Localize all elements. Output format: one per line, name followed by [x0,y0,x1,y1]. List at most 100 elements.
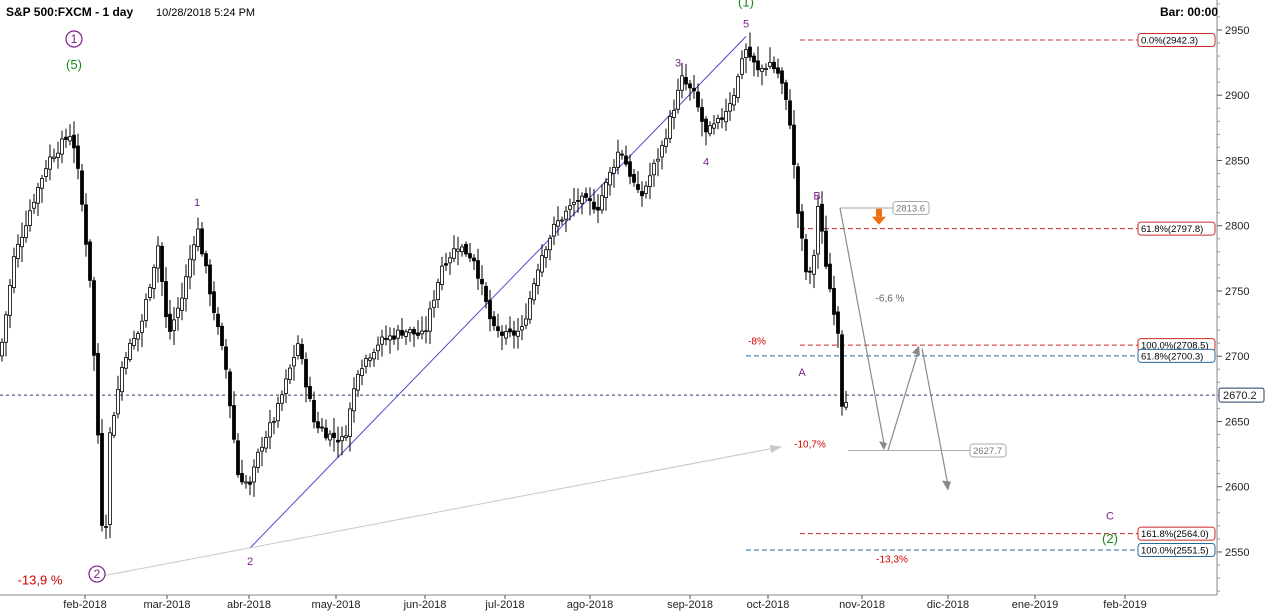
wave-label: (2) [1102,531,1118,546]
candle-body [480,278,484,285]
candle-body [244,481,248,484]
candle-body [8,284,12,316]
candle-body [476,260,480,279]
candle-body [824,230,828,267]
percent-annotation: -10,7% [794,440,826,451]
candle-body [452,248,456,259]
candle-body [528,298,532,320]
candle-body [736,76,740,98]
candle-body [156,245,160,269]
candle-body [4,314,8,343]
last-price-box [1218,387,1265,403]
candle-body [516,330,520,337]
candle-body [384,337,388,340]
candle-body [340,436,344,442]
x-tick-label: nov-2018 [839,599,885,611]
candle-body [572,201,576,205]
candle-body [540,255,544,273]
candle-body [448,257,452,264]
projection-arrow-3 [942,480,951,491]
y-tick-label: 2950 [1225,25,1249,37]
candle-body [640,191,644,197]
candle-body [152,267,156,289]
candle-body [800,211,804,239]
candle-body [700,107,704,122]
candle-body [616,151,620,168]
wave-label: 2 [94,567,101,581]
candle-body [456,248,460,252]
candle-body [0,341,4,357]
y-tick-label: 2700 [1225,351,1249,363]
candle-body [180,297,184,311]
candle-body [680,75,684,91]
candle-body [552,223,556,237]
candle-body [836,311,840,334]
candle-body [768,62,772,67]
candle-body [80,170,84,205]
candle-body [524,318,528,326]
candle-body [404,331,408,337]
candle-body [560,219,564,222]
candle-body [772,61,776,70]
candle-body [72,134,76,149]
candle-body [436,282,440,300]
candle-body [356,373,360,391]
candle-body [172,319,176,331]
candle-body [444,263,448,266]
x-tick-label: ago-2018 [567,599,614,611]
wave-label: 1 [71,32,78,46]
fib-level-box [1137,221,1216,236]
candle-body [728,103,732,112]
x-tick-label: sep-2018 [667,599,713,611]
candle-body [632,173,636,183]
candle-body [256,451,260,468]
long-trendline-arrow [770,444,782,453]
candle-body [564,210,568,220]
projection-leg-1 [839,207,885,444]
candle-body [276,403,280,422]
candle-body [580,195,584,204]
candle-body [672,110,676,118]
candle-body [748,46,752,58]
candle-body [332,432,336,439]
candle-body [296,343,300,356]
candle-body [196,228,200,247]
candle-body [344,435,348,438]
candle-body [260,446,264,452]
x-tick-label: feb-2018 [63,599,106,611]
candle-body [696,91,700,108]
candle-body [488,299,492,320]
candle-body [348,408,352,437]
price-box [969,443,1007,458]
candle-body [420,330,424,335]
fib-level-label: 161.8%(2564.0) [1141,529,1209,540]
candle-body [160,245,164,282]
candle-body [704,118,708,133]
candle-body [608,171,612,186]
candle-body [64,136,68,140]
candle-body [544,249,548,258]
candle-body [776,67,780,74]
candle-body [376,344,380,352]
candle-body [720,117,724,120]
candle-body [328,433,332,441]
candle-body [20,236,24,248]
y-tick-label: 2650 [1225,416,1249,428]
candle-body [432,299,436,308]
candle-body [484,285,488,302]
candle-body [144,299,148,321]
candle-body [532,283,536,301]
candle-body [400,330,404,336]
fib-level-box [1137,348,1216,363]
fib-level-box [1137,33,1216,47]
candle-body [740,58,744,75]
wave-label: B [813,191,820,203]
candle-body [68,136,72,142]
candle-body [500,331,504,336]
candle-body [300,344,304,360]
candle-body [320,426,324,429]
candle-body [208,264,212,295]
x-tick-label: mar-2018 [143,599,190,611]
